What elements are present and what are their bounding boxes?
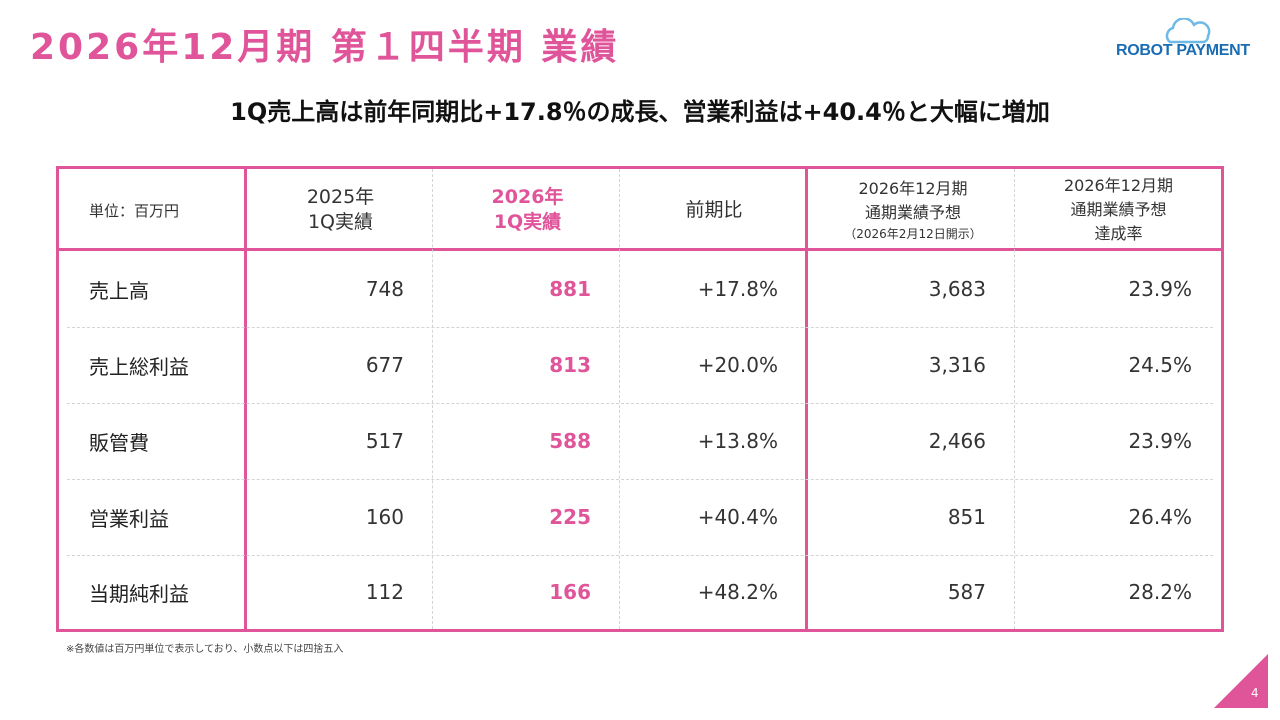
row-label-sga: 販管費 [89, 430, 149, 455]
cell-achievement: 23.9% [1128, 429, 1192, 453]
cell-forecast: 2,466 [928, 429, 986, 453]
header-achievement-line2: 通期業績予想 [1070, 200, 1167, 219]
header-2025-1q-line1: 2025年 [306, 186, 375, 208]
page-number: 4 [1251, 686, 1259, 700]
header-forecast: 2026年12月期 通期業績予想 （2026年2月12日開示） [810, 169, 1016, 251]
cell-prev-1q: 748 [365, 277, 404, 301]
column-divider-forecast [805, 169, 808, 629]
header-forecast-line2: 通期業績予想 [864, 203, 961, 222]
row-divider [67, 327, 1213, 328]
header-achievement-line1: 2026年12月期 [1063, 176, 1174, 195]
row-label-net-income: 当期純利益 [89, 581, 189, 606]
unit-label: 単位：百万円 [89, 201, 180, 220]
table-header: 単位：百万円 2025年 1Q実績 2026年 1Q実績 前期比 2026年12… [59, 169, 1221, 251]
cell-yoy: +48.2% [697, 580, 778, 604]
cell-yoy: +17.8% [697, 277, 778, 301]
header-2026-1q-line2: 1Q実績 [493, 211, 562, 233]
column-divider [432, 169, 433, 629]
row-divider [67, 403, 1213, 404]
footnote: ※各数値は百万円単位で表示しており、小数点以下は四捨五入 [66, 644, 344, 655]
header-forecast-line3: （2026年2月12日開示） [844, 227, 982, 241]
header-2026-1q: 2026年 1Q実績 [434, 169, 621, 251]
cell-yoy: +13.8% [697, 429, 778, 453]
cell-curr-1q: 225 [549, 505, 591, 529]
cell-prev-1q: 160 [365, 505, 404, 529]
column-divider [619, 169, 620, 629]
cell-curr-1q: 166 [549, 580, 591, 604]
company-logo: ROBOT PAYMENT [1112, 18, 1262, 62]
cell-achievement: 26.4% [1128, 505, 1192, 529]
header-achievement-line3: 達成率 [1094, 224, 1143, 243]
page-title: 2026年12月期 第１四半期 業績 [30, 27, 620, 68]
column-divider [1014, 169, 1015, 629]
header-2025-1q-line2: 1Q実績 [307, 211, 374, 233]
row-label-gross-profit: 売上総利益 [89, 354, 189, 379]
cell-yoy: +20.0% [697, 353, 778, 377]
cell-achievement: 28.2% [1128, 580, 1192, 604]
column-divider-main [244, 169, 247, 629]
header-forecast-line1: 2026年12月期 [858, 179, 968, 198]
cell-forecast: 587 [947, 580, 986, 604]
cell-forecast: 851 [947, 505, 986, 529]
header-yoy: 前期比 [621, 169, 807, 251]
cell-forecast: 3,683 [928, 277, 986, 301]
cell-yoy: +40.4% [697, 505, 778, 529]
row-divider [67, 479, 1213, 480]
row-label-operating-profit: 営業利益 [89, 506, 169, 531]
row-divider [67, 555, 1213, 556]
cell-forecast: 3,316 [928, 353, 986, 377]
cell-curr-1q: 588 [549, 429, 591, 453]
cell-prev-1q: 517 [365, 429, 404, 453]
cloud-icon [1165, 18, 1211, 44]
logo-text: ROBOT PAYMENT [1116, 42, 1250, 59]
cell-achievement: 24.5% [1128, 353, 1192, 377]
header-yoy-label: 前期比 [685, 198, 743, 221]
cell-prev-1q: 112 [365, 580, 404, 604]
corner-triangle [1214, 654, 1268, 708]
header-2025-1q: 2025年 1Q実績 [247, 169, 434, 251]
cell-curr-1q: 881 [549, 277, 591, 301]
header-achievement: 2026年12月期 通期業績予想 達成率 [1016, 169, 1221, 251]
slide-subtitle: 1Q売上高は前年同期比+17.8％の成長、営業利益は+40.4％と大幅に増加 [230, 98, 1050, 126]
cell-prev-1q: 677 [365, 353, 404, 377]
cell-curr-1q: 813 [549, 353, 591, 377]
row-label-revenue: 売上高 [89, 278, 149, 303]
results-table: 単位：百万円 2025年 1Q実績 2026年 1Q実績 前期比 2026年12… [56, 166, 1224, 632]
header-2026-1q-line1: 2026年 [491, 186, 564, 208]
cell-achievement: 23.9% [1128, 277, 1192, 301]
